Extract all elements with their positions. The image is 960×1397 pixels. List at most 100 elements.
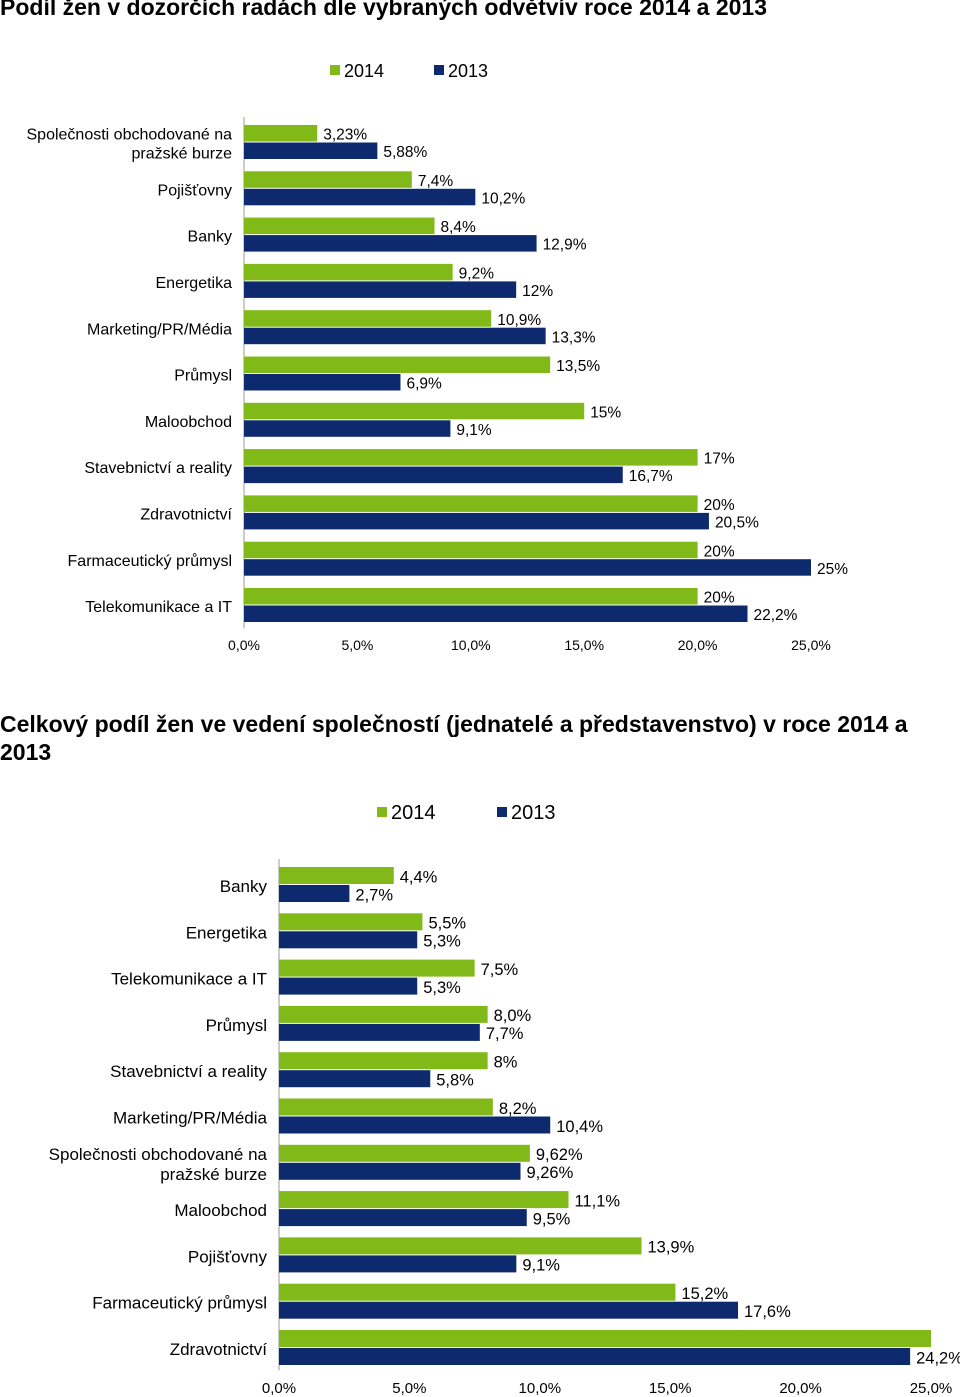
legend-label-2013: 2013 [511, 802, 556, 824]
data-label-2014: 8,2% [499, 1100, 537, 1118]
bar-2014 [244, 217, 435, 235]
bar-2013 [244, 374, 401, 391]
bar-2014 [279, 1191, 569, 1209]
bar-2014 [279, 1098, 493, 1116]
x-tick-label: 25,0% [910, 1380, 953, 1397]
category-label: Stavebnictví a reality [84, 460, 232, 477]
data-label-2013: 7,7% [486, 1025, 524, 1043]
category-label: Společnosti obchodované na [49, 1145, 268, 1164]
category-label: Marketing/PR/Média [113, 1108, 268, 1127]
data-label-2014: 13,9% [648, 1239, 695, 1257]
legend-label-2014: 2014 [391, 802, 436, 824]
data-label-2014: 8,0% [494, 1007, 532, 1025]
data-label-2013: 10,4% [556, 1118, 603, 1136]
data-label-2013: 9,26% [527, 1164, 574, 1182]
data-label-2014: 11,1% [574, 1192, 620, 1210]
bar-2013 [279, 1255, 517, 1273]
bar-2013 [279, 1116, 551, 1134]
bar-2013 [279, 1209, 527, 1227]
bar-2014 [279, 959, 475, 977]
data-label-2014: 10,9% [497, 312, 541, 329]
category-label: Energetika [186, 923, 268, 942]
bar-2013 [279, 1301, 739, 1319]
bar-2013 [279, 1023, 480, 1041]
data-label-2014: 4,4% [400, 868, 438, 886]
category-label: Farmaceutický průmysl [92, 1294, 267, 1313]
category-label: pražské burze [132, 146, 233, 163]
category-label: Marketing/PR/Média [87, 321, 232, 338]
bar-2014 [244, 263, 453, 281]
bar-2014 [244, 588, 698, 605]
legend-swatch-2013 [434, 65, 444, 75]
data-label-2013: 12,9% [543, 237, 587, 254]
category-label: Maloobchod [145, 414, 232, 431]
x-tick-label: 10,0% [451, 637, 491, 653]
bar-2013 [279, 931, 418, 949]
bar-2013 [244, 605, 748, 622]
data-label-2014: 5,5% [428, 915, 466, 933]
data-label-2014: 9,62% [536, 1146, 583, 1164]
data-label-2014: 7,5% [481, 961, 519, 979]
category-label: Společnosti obchodované na [27, 127, 233, 144]
data-label-2014: 7,4% [418, 173, 454, 190]
bar-2014 [279, 1237, 642, 1255]
bar-2013 [279, 1348, 911, 1365]
bar-2014 [244, 541, 698, 559]
data-label-2013: 5,88% [383, 144, 427, 161]
bar-2013 [244, 327, 546, 345]
data-label-2013: 20,5% [715, 515, 759, 532]
data-label-2014: 20% [704, 543, 735, 560]
x-tick-label: 25,0% [791, 637, 831, 653]
bar-2014 [279, 1330, 931, 1347]
legend-swatch-2014 [377, 807, 387, 817]
x-tick-label: 5,0% [392, 1380, 426, 1397]
category-label: Průmysl [206, 1016, 267, 1035]
data-label-2013: 9,1% [522, 1257, 560, 1275]
category-label: Pojišťovny [188, 1247, 268, 1266]
data-label-2014: 13,5% [556, 358, 600, 375]
category-label: Stavebnictví a reality [110, 1062, 267, 1081]
data-label-2013: 2,7% [355, 886, 393, 904]
data-label-2013: 10,2% [481, 190, 525, 207]
bar-2013 [244, 466, 623, 484]
bar-2014 [279, 867, 394, 884]
category-label: Banky [188, 229, 232, 246]
data-label-2013: 22,2% [753, 607, 797, 624]
bar-2013 [244, 142, 378, 159]
category-label: Zdravotnictví [140, 507, 232, 524]
bar-2014 [279, 1283, 676, 1301]
bar-2014 [244, 125, 318, 142]
bar-2013 [279, 1162, 521, 1180]
bar-2014 [244, 171, 412, 188]
bar-2014 [279, 1144, 530, 1162]
x-tick-label: 20,0% [779, 1380, 822, 1397]
data-label-2014: 20% [704, 497, 735, 514]
data-label-2014: 9,2% [459, 266, 495, 283]
legend-label-2013: 2013 [448, 61, 488, 81]
bar-2013 [244, 281, 517, 298]
bar-2013 [244, 559, 811, 576]
data-label-2013: 24,2% [916, 1349, 960, 1367]
bar-2013 [244, 188, 476, 206]
legend-swatch-2014 [330, 65, 340, 75]
category-label: Telekomunikace a IT [85, 599, 232, 616]
x-tick-label: 0,0% [262, 1380, 296, 1397]
data-label-2014: 8% [494, 1053, 518, 1071]
data-label-2014: 15% [590, 404, 621, 421]
category-label: Průmysl [174, 367, 232, 385]
data-label-2013: 9,1% [456, 422, 492, 439]
data-label-2013: 5,8% [436, 1071, 474, 1089]
bar-2014 [244, 449, 698, 466]
data-label-2014: 17% [704, 451, 735, 468]
x-tick-label: 15,0% [564, 637, 604, 653]
data-label-2014: 15,2% [681, 1285, 728, 1303]
bar-2013 [244, 512, 709, 530]
category-label: Farmaceutický průmysl [68, 552, 232, 570]
chart-2-title: Celkový podíl žen ve vedení společností … [0, 711, 908, 765]
bar-2014 [279, 1005, 488, 1023]
x-tick-label: 10,0% [519, 1380, 562, 1397]
bar-2013 [244, 420, 451, 437]
category-label: Energetika [156, 275, 233, 292]
bar-2013 [279, 1070, 431, 1088]
